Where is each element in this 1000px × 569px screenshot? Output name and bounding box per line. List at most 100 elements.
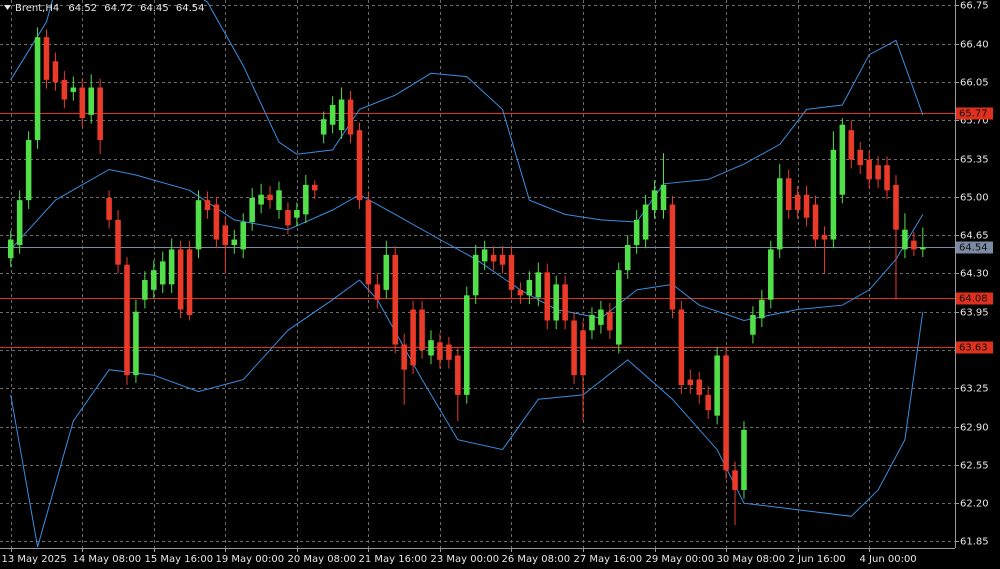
y-tick-label: 66.05	[960, 78, 989, 89]
candle-body	[499, 254, 506, 265]
candle-body	[553, 284, 559, 321]
y-tick-label: 64.30	[960, 269, 989, 280]
candle-body	[884, 165, 890, 191]
candle-body	[25, 140, 32, 201]
candles	[7, 27, 926, 526]
header-close: 64.54	[176, 3, 205, 14]
x-tick-label: 26 May 08:00	[502, 554, 571, 565]
candle-body	[732, 470, 738, 491]
candle-body	[240, 222, 246, 250]
candle-body	[419, 309, 425, 351]
x-tick-label: 23 May 00:00	[431, 554, 500, 565]
y-tick-label: 62.55	[960, 461, 989, 472]
chart-title: Brent,H4	[15, 3, 59, 14]
candle-body	[624, 245, 631, 271]
bollinger-band	[10, 279, 924, 548]
x-tick-label: 13 May 2025	[2, 554, 67, 565]
candle-body	[714, 355, 720, 416]
candle-body	[437, 342, 443, 360]
candle-body	[320, 119, 327, 135]
candle-body	[365, 200, 372, 285]
candle-body	[651, 190, 658, 211]
candle-body	[455, 355, 461, 395]
candle-body	[383, 254, 390, 290]
candle-body	[562, 284, 568, 321]
y-tick-label: 62.90	[960, 423, 989, 434]
x-tick-label: 4 Jun 00:00	[860, 554, 917, 565]
candle-body	[88, 87, 94, 115]
candle-body	[687, 379, 694, 386]
candle-body	[741, 429, 747, 491]
price-level-box	[956, 241, 993, 254]
candle-body	[803, 194, 810, 218]
candle-body	[195, 200, 202, 250]
candle-body	[472, 254, 479, 296]
header-high: 64.72	[104, 3, 133, 14]
candle-body	[276, 190, 282, 211]
x-tick-label: 29 May 00:00	[646, 554, 715, 565]
y-tick-label: 65.70	[960, 116, 989, 127]
x-tick-label: 20 May 08:00	[288, 554, 357, 565]
y-tick-label: 61.85	[960, 537, 989, 548]
y-tick-label: 64.65	[960, 231, 989, 242]
candle-body	[177, 249, 184, 310]
candle-body	[580, 330, 586, 376]
candle-body	[759, 299, 765, 319]
candle-body	[768, 249, 774, 300]
candle-body	[490, 254, 497, 262]
bollinger-band	[10, 0, 924, 223]
x-tick-label: 21 May 16:00	[359, 554, 428, 565]
candle-body	[61, 79, 68, 100]
x-tick-label: 15 May 16:00	[145, 554, 214, 565]
x-tick-label: 19 May 00:00	[216, 554, 285, 565]
candle-body	[294, 210, 300, 218]
price-level-label: 65.77	[959, 109, 988, 120]
candle-body	[705, 394, 711, 411]
candle-body	[830, 149, 837, 240]
symbol-menu-icon[interactable]	[4, 5, 11, 10]
candle-body	[168, 249, 175, 285]
candle-body	[401, 344, 407, 370]
candle-body	[249, 197, 255, 223]
candle-body	[776, 178, 783, 250]
candle-body	[186, 249, 193, 316]
candle-body	[463, 295, 470, 395]
candle-body	[303, 184, 309, 215]
candle-body	[213, 204, 220, 240]
x-tick-label: 30 May 08:00	[717, 554, 786, 565]
candle-body	[446, 344, 452, 360]
price-level-label: 64.54	[959, 243, 988, 254]
candle-body	[159, 261, 166, 285]
candle-body	[285, 210, 291, 226]
candle-body	[124, 264, 130, 376]
candle-body	[723, 355, 729, 471]
levels	[0, 113, 955, 348]
header-low: 64.45	[140, 3, 169, 14]
candle-body	[142, 280, 148, 300]
candle-body	[392, 254, 399, 345]
candle-body	[616, 270, 622, 345]
grid	[0, 0, 955, 548]
y-tick-label: 66.40	[960, 40, 989, 51]
price-level-box	[956, 341, 993, 354]
candle-body	[794, 194, 801, 211]
candle-body	[517, 289, 524, 296]
candle-body	[34, 37, 41, 141]
candle-body	[97, 87, 103, 141]
candle-body	[338, 99, 345, 131]
candle-body	[508, 254, 515, 290]
candle-body	[347, 99, 354, 135]
candle-body	[52, 61, 59, 83]
candle-body	[660, 184, 667, 211]
candle-body	[151, 270, 157, 290]
candle-body	[866, 159, 872, 180]
candle-body	[79, 87, 86, 119]
candle-body	[571, 320, 577, 376]
candle-body	[258, 194, 264, 205]
candle-body	[43, 37, 50, 80]
candle-body	[70, 87, 77, 92]
header-open: 64.52	[68, 3, 97, 14]
candle-body	[839, 124, 846, 195]
